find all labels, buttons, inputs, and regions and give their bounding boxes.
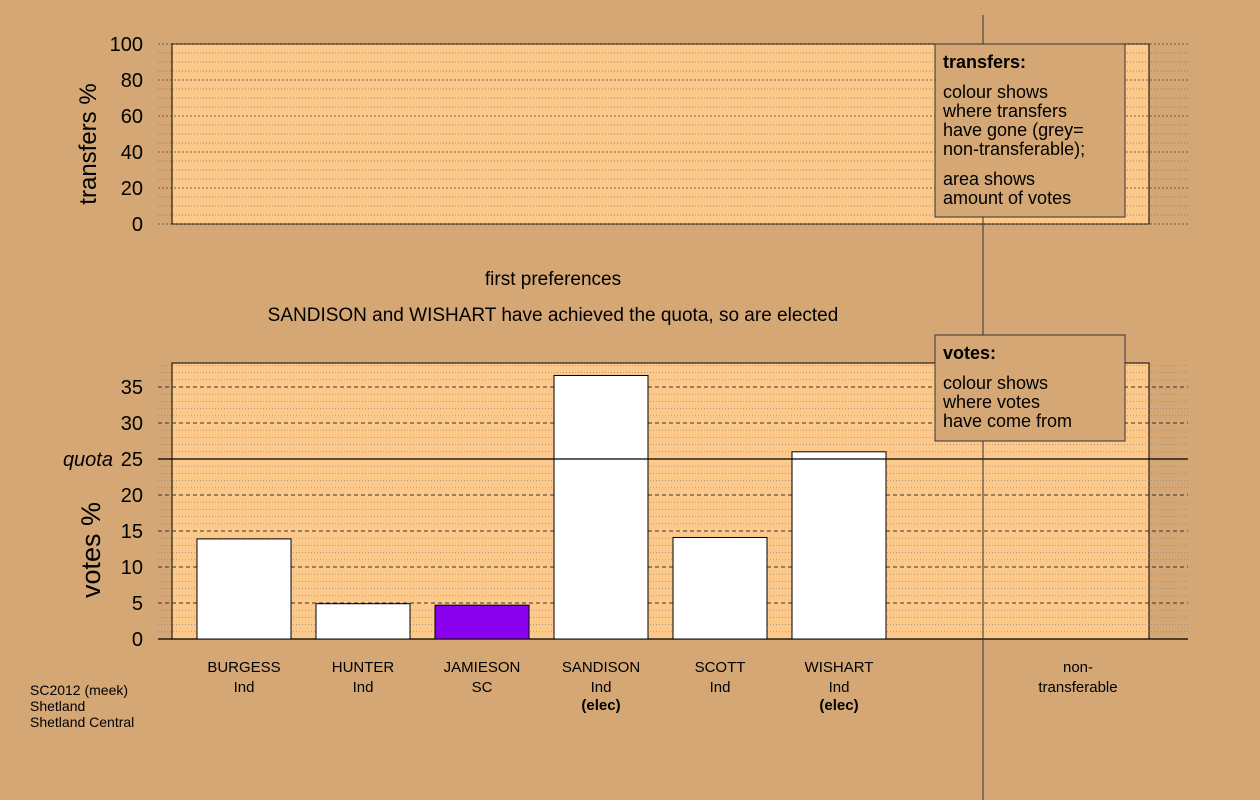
transfers-legend-line: colour shows — [943, 82, 1048, 102]
y-tick-label: 100 — [110, 34, 143, 56]
y-tick-label: 40 — [121, 142, 143, 164]
votes-legend-line: have come from — [943, 411, 1072, 431]
y-tick-label: 35 — [121, 377, 143, 399]
transfers-legend-line: where transfers — [942, 101, 1067, 121]
candidate-name-label: SCOTT — [695, 659, 746, 676]
nontransferable-label-line1: non- — [1063, 659, 1093, 676]
votes-bars — [196, 374, 887, 640]
candidate-party-label: Ind — [234, 679, 255, 696]
y-tick-label: 10 — [121, 557, 143, 579]
bar-scott — [672, 536, 768, 640]
votes-category-labels: BURGESS Ind HUNTER Ind JAMIESON SC SANDISON Ind… — [207, 659, 873, 714]
votes-panel: quota 0 5 10 15 20 25 30 35 votes % BURGESS Ind H… — [63, 362, 1188, 714]
candidate-party-label: Ind — [829, 679, 850, 696]
candidate-party-label: SC — [472, 679, 493, 696]
y-tick-label: 60 — [121, 106, 143, 128]
y-tick-label: 80 — [121, 70, 143, 92]
footer-line: Shetland — [30, 698, 85, 714]
votes-y-axis-label: votes % — [76, 502, 106, 598]
y-tick-label: 0 — [132, 214, 143, 236]
candidate-name-label: SANDISON — [562, 659, 640, 676]
y-tick-label: 15 — [121, 521, 143, 543]
y-tick-label: 5 — [132, 593, 143, 615]
transfers-legend-line: non-transferable); — [943, 139, 1085, 159]
quota-label: quota — [63, 449, 113, 471]
votes-legend-line: where votes — [942, 392, 1040, 412]
candidate-status-label: (elec) — [819, 697, 858, 714]
transfers-y-ticks: 0 20 40 60 80 100 — [110, 34, 143, 236]
stage-subtitle: SANDISON and WISHART have achieved the q… — [268, 305, 839, 326]
bar-hunter — [315, 603, 411, 640]
bar-wishart — [791, 451, 887, 640]
transfers-legend: transfers: colour shows where transfers … — [934, 43, 1126, 218]
footer-line: SC2012 (meek) — [30, 682, 128, 698]
votes-legend-line: colour shows — [943, 373, 1048, 393]
votes-legend-title: votes: — [943, 343, 996, 363]
transfers-legend-line: have gone (grey= — [943, 120, 1084, 140]
candidate-name-label: BURGESS — [207, 659, 280, 676]
candidate-party-label: Ind — [353, 679, 374, 696]
candidate-name-label: JAMIESON — [444, 659, 521, 676]
transfers-legend-line: amount of votes — [943, 188, 1071, 208]
bar-jamieson — [434, 604, 530, 640]
y-tick-label: 25 — [121, 449, 143, 471]
transfers-y-axis-label: transfers % — [75, 83, 102, 204]
votes-legend: votes: colour shows where votes have com… — [934, 334, 1126, 442]
footer-line: Shetland Central — [30, 714, 134, 730]
footer: SC2012 (meek) Shetland Shetland Central — [30, 682, 134, 730]
bar-burgess — [196, 538, 292, 640]
y-tick-label: 30 — [121, 413, 143, 435]
votes-y-ticks: 0 5 10 15 20 25 30 35 — [121, 377, 143, 651]
candidate-name-label: HUNTER — [332, 659, 395, 676]
candidate-status-label: (elec) — [581, 697, 620, 714]
y-tick-label: 0 — [132, 629, 143, 651]
y-tick-label: 20 — [121, 485, 143, 507]
transfers-legend-line: area shows — [943, 169, 1035, 189]
candidate-party-label: Ind — [710, 679, 731, 696]
nontransferable-label-line2: transferable — [1038, 679, 1117, 696]
stage-title: first preferences — [485, 269, 621, 290]
transfers-legend-title: transfers: — [943, 52, 1026, 72]
y-tick-label: 20 — [121, 178, 143, 200]
bar-sandison — [553, 374, 649, 640]
candidate-name-label: WISHART — [805, 659, 874, 676]
candidate-party-label: Ind — [591, 679, 612, 696]
